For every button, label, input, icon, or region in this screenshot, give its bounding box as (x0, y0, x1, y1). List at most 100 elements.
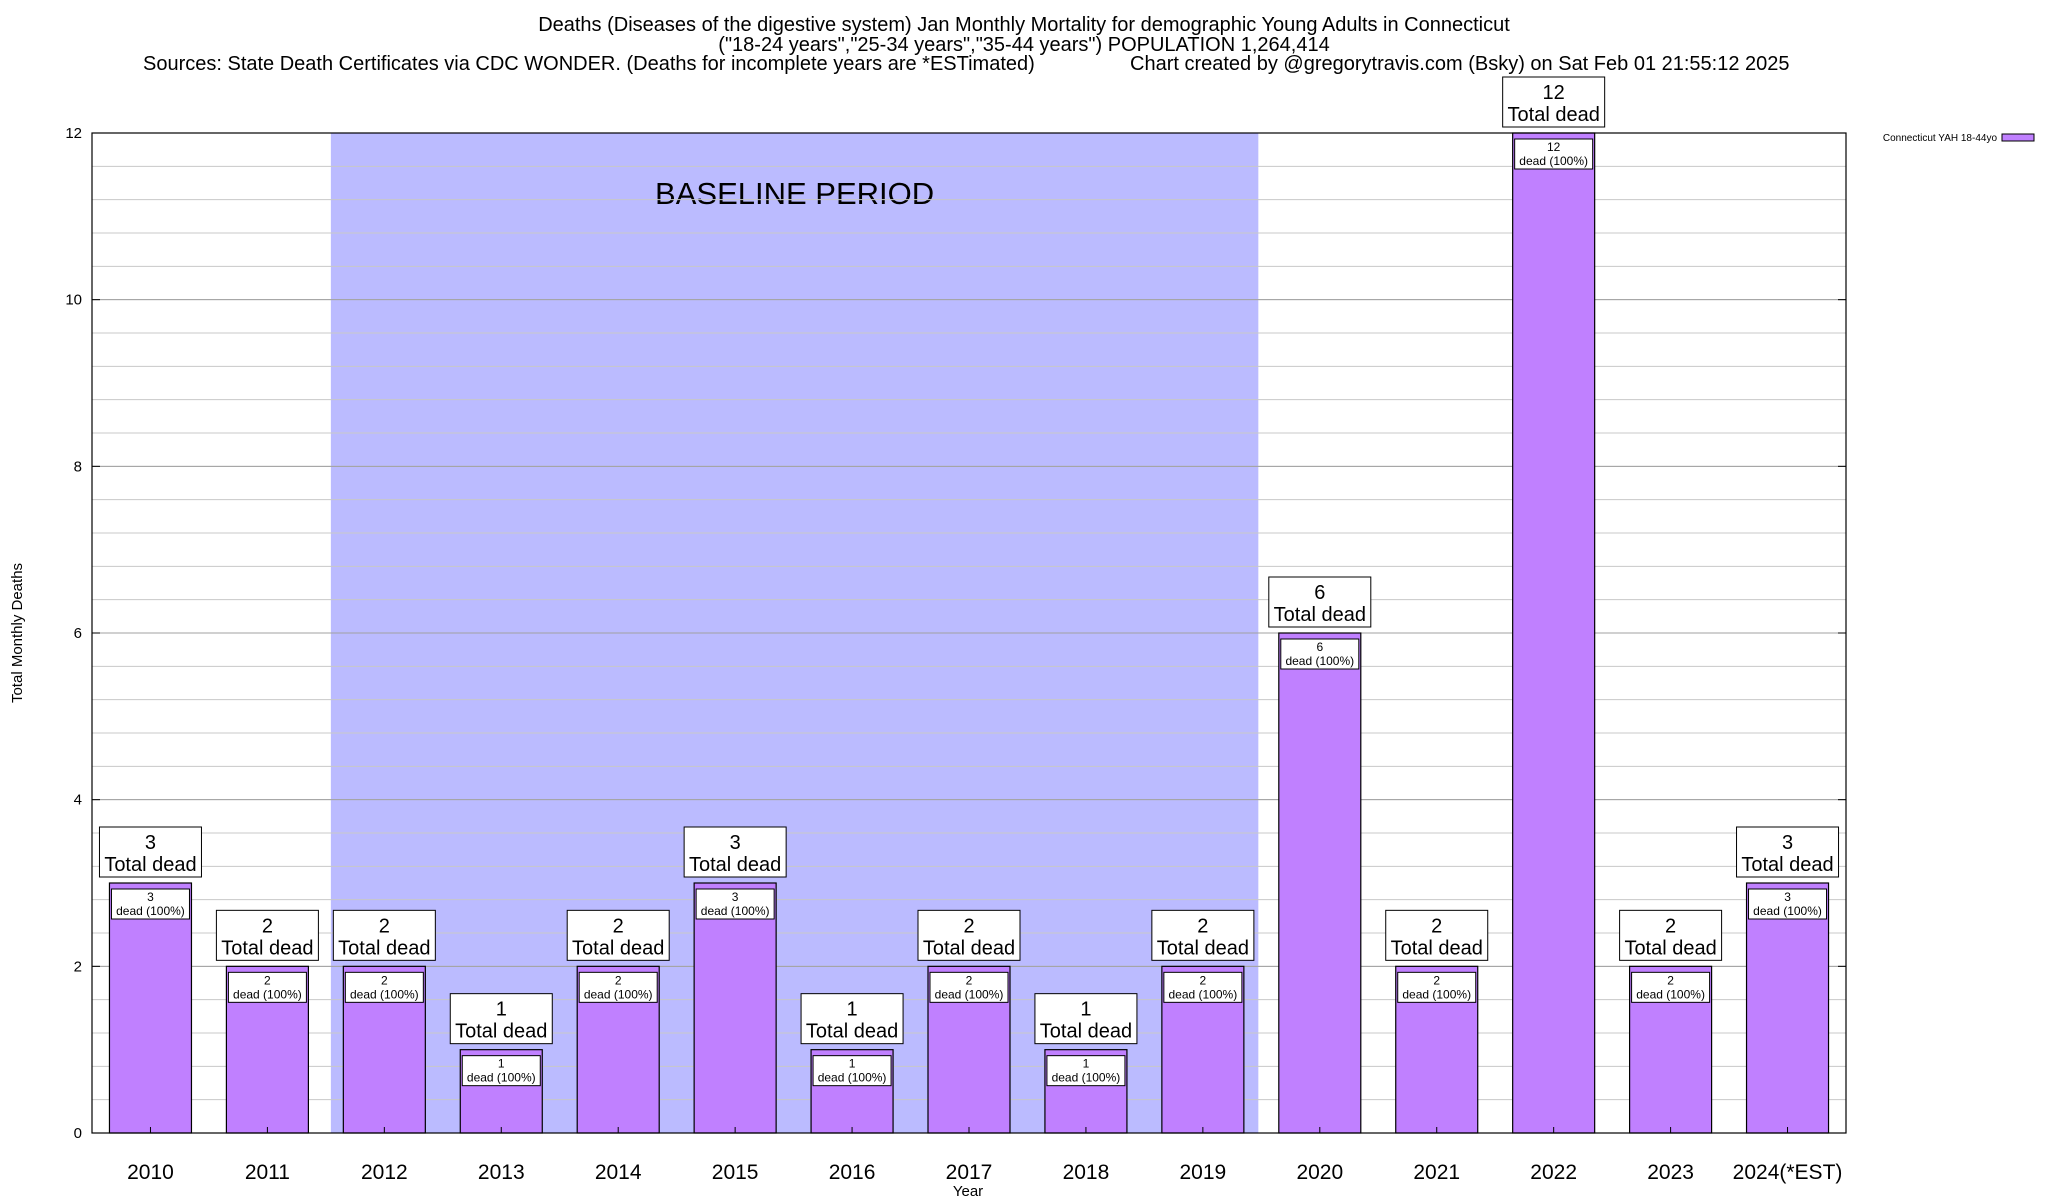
legend: Connecticut YAH 18-44yo (1883, 133, 2035, 144)
inner-label-count-2023: 2 (1667, 973, 1674, 987)
inner-label-box-2014 (578, 971, 658, 1003)
total-label-count-2024(*EST): 3 (1782, 832, 1793, 854)
total-label-count-2017: 2 (963, 915, 974, 937)
chart-title: Deaths (Diseases of the digestive system… (538, 14, 1510, 36)
x-tick-label: 2010 (127, 1161, 174, 1184)
bar-2015 (693, 882, 777, 1134)
total-label-box-2014 (566, 909, 670, 961)
x-axis-label: Year (953, 1183, 983, 1200)
total-label-text-2016: Total dead (806, 1021, 898, 1043)
inner-label-box-2023 (1631, 971, 1711, 1003)
total-label-count-2021: 2 (1431, 915, 1442, 937)
x-tick-label: 2018 (1063, 1161, 1110, 1184)
bar-2020 (1278, 632, 1362, 1134)
total-label-box-2013 (449, 993, 553, 1045)
inner-label-count-2014: 2 (615, 973, 622, 987)
x-tick-label: 2011 (245, 1161, 290, 1184)
inner-label-pct-2021: dead (100%) (1402, 987, 1471, 1001)
inner-label-pct-2013: dead (100%) (467, 1071, 536, 1085)
y-tick-label: 12 (65, 125, 82, 142)
inner-label-pct-2024(*EST): dead (100%) (1753, 904, 1822, 918)
x-tick-label: 2021 (1413, 1161, 1460, 1184)
inner-label-box-2017 (929, 971, 1009, 1003)
inner-label-pct-2015: dead (100%) (701, 904, 770, 918)
bar-2010 (108, 882, 193, 1134)
total-label-text-2017: Total dead (923, 937, 1015, 959)
inner-label-box-2016 (812, 1055, 892, 1087)
x-tick-label: 2015 (712, 1161, 759, 1184)
bar-2022 (1512, 132, 1596, 1134)
total-label-text-2024(*EST): Total dead (1741, 854, 1833, 876)
x-tick-label: 2012 (361, 1161, 408, 1184)
total-label-text-2022: Total dead (1508, 104, 1600, 126)
inner-label-count-2015: 3 (732, 890, 739, 904)
total-label-box-2021 (1385, 909, 1489, 961)
inner-label-count-2017: 2 (966, 973, 973, 987)
total-label-count-2014: 2 (613, 915, 624, 937)
y-tick-label: 6 (74, 625, 82, 642)
inner-label-count-2020: 6 (1316, 640, 1323, 654)
inner-label-pct-2012: dead (100%) (350, 987, 419, 1001)
inner-label-pct-2016: dead (100%) (818, 1071, 887, 1085)
inner-label-box-2022 (1514, 138, 1594, 170)
x-tick-label: 2017 (946, 1161, 993, 1184)
inner-label-pct-2017: dead (100%) (935, 987, 1004, 1001)
x-tick-label: 2014 (595, 1161, 642, 1184)
inner-label-pct-2018: dead (100%) (1052, 1071, 1121, 1085)
total-label-count-2016: 1 (847, 999, 858, 1021)
inner-label-box-2019 (1163, 971, 1243, 1003)
inner-label-count-2013: 1 (498, 1057, 505, 1071)
legend-label: Connecticut YAH 18-44yo (1883, 133, 1998, 144)
total-label-box-2020 (1268, 576, 1372, 628)
total-label-count-2018: 1 (1080, 999, 1091, 1021)
inner-label-count-2012: 2 (381, 973, 388, 987)
total-label-text-2011: Total dead (221, 937, 313, 959)
total-label-box-2019 (1151, 909, 1255, 961)
x-tick-label: 2022 (1530, 1161, 1577, 1184)
x-tick-label: 2024(*EST) (1733, 1161, 1843, 1184)
total-label-count-2020: 6 (1314, 582, 1325, 604)
total-label-text-2020: Total dead (1274, 604, 1366, 626)
total-label-text-2018: Total dead (1040, 1021, 1132, 1043)
legend-swatch (2001, 133, 2035, 142)
total-label-box-2018 (1034, 993, 1138, 1045)
inner-label-box-2013 (461, 1055, 541, 1087)
inner-label-pct-2023: dead (100%) (1636, 987, 1705, 1001)
total-label-box-2023 (1619, 909, 1723, 961)
total-label-text-2012: Total dead (338, 937, 430, 959)
total-label-count-2010: 3 (145, 832, 156, 854)
total-label-box-2024(*EST) (1736, 826, 1840, 878)
inner-label-count-2022: 12 (1547, 140, 1561, 154)
total-label-count-2022: 12 (1543, 82, 1565, 104)
inner-label-count-2010: 3 (147, 890, 154, 904)
inner-label-pct-2020: dead (100%) (1285, 654, 1354, 668)
inner-label-pct-2022: dead (100%) (1519, 154, 1588, 168)
total-label-count-2011: 2 (262, 915, 273, 937)
inner-label-pct-2019: dead (100%) (1169, 987, 1238, 1001)
inner-label-pct-2010: dead (100%) (116, 904, 185, 918)
inner-label-pct-2014: dead (100%) (584, 987, 653, 1001)
inner-label-box-2010 (110, 888, 190, 920)
total-label-box-2012 (332, 909, 436, 961)
x-tick-label: 2013 (478, 1161, 525, 1184)
inner-label-box-2015 (695, 888, 775, 920)
total-label-text-2010: Total dead (104, 854, 196, 876)
total-label-count-2012: 2 (379, 915, 390, 937)
inner-label-count-2011: 2 (264, 973, 271, 987)
y-tick-label: 8 (74, 458, 82, 475)
total-label-box-2010 (98, 826, 202, 878)
total-label-text-2013: Total dead (455, 1021, 547, 1043)
total-label-box-2016 (800, 993, 904, 1045)
inner-label-count-2021: 2 (1433, 973, 1440, 987)
total-label-box-2022 (1502, 76, 1606, 128)
y-tick-label: 0 (74, 1125, 82, 1142)
x-tick-label: 2020 (1296, 1161, 1343, 1184)
y-tick-label: 4 (74, 792, 82, 809)
inner-label-count-2019: 2 (1200, 973, 1207, 987)
total-label-count-2013: 1 (496, 999, 507, 1021)
total-label-text-2015: Total dead (689, 854, 781, 876)
y-axis-label: Total Monthly Deaths (9, 563, 26, 703)
chart-subtitle: ("18-24 years","25-34 years","35-44 year… (718, 34, 1330, 56)
